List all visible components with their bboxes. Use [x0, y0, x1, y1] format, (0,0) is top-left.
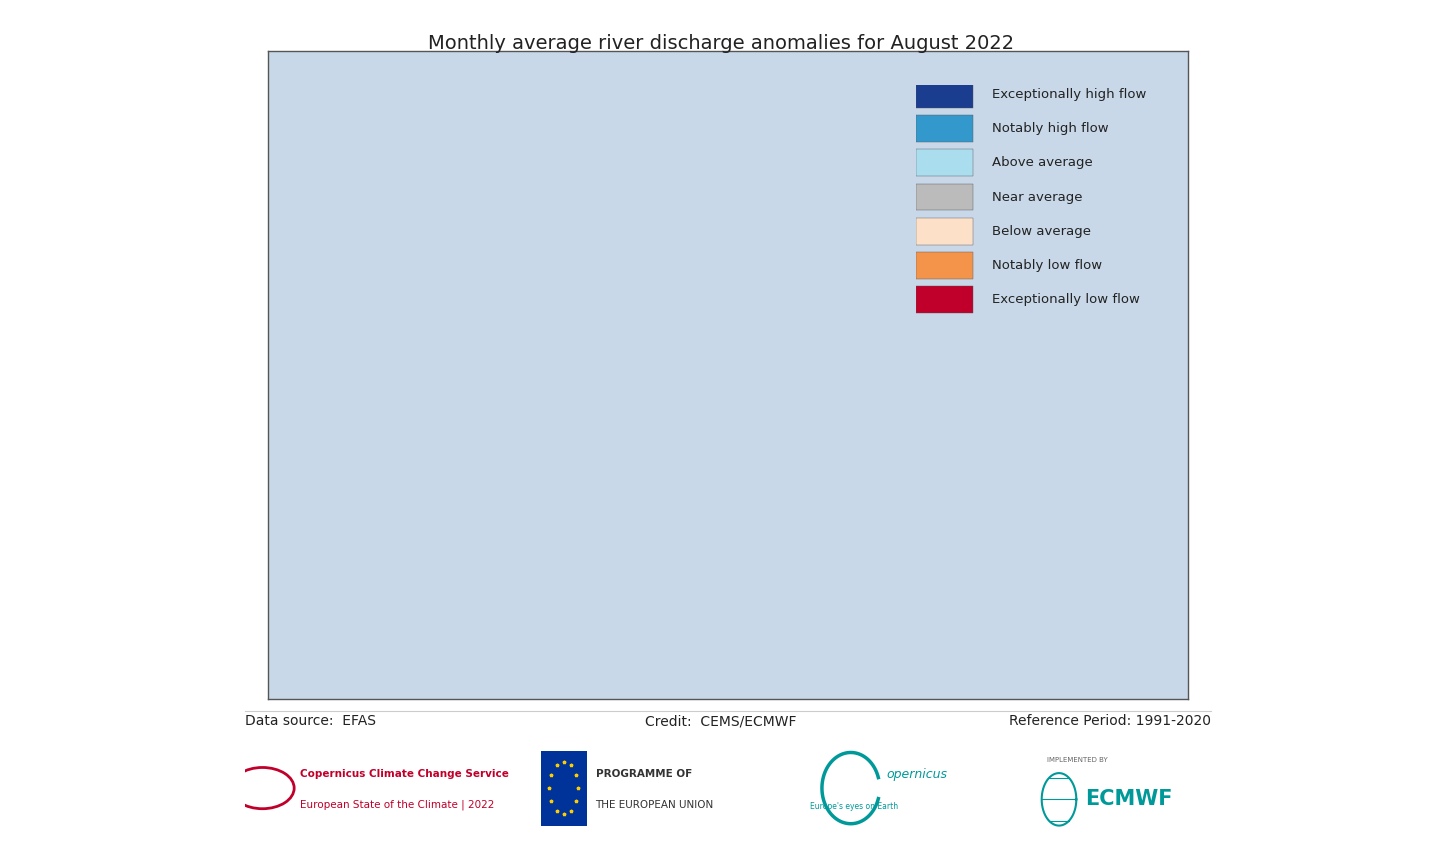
Text: Notably high flow: Notably high flow: [992, 122, 1109, 135]
Text: Reference Period: 1991-2020: Reference Period: 1991-2020: [1009, 715, 1211, 728]
Text: THE EUROPEAN UNION: THE EUROPEAN UNION: [596, 800, 714, 810]
Text: Credit:  CEMS/ECMWF: Credit: CEMS/ECMWF: [645, 715, 797, 728]
FancyBboxPatch shape: [916, 252, 973, 279]
FancyBboxPatch shape: [916, 81, 973, 107]
FancyBboxPatch shape: [916, 115, 973, 141]
Text: ECMWF: ECMWF: [1084, 789, 1172, 809]
Text: Notably low flow: Notably low flow: [992, 259, 1102, 272]
Text: Data source:  EFAS: Data source: EFAS: [245, 715, 376, 728]
Text: Exceptionally high flow: Exceptionally high flow: [992, 88, 1146, 101]
Text: Near average: Near average: [992, 191, 1083, 204]
FancyBboxPatch shape: [916, 218, 973, 245]
FancyBboxPatch shape: [541, 751, 587, 826]
FancyBboxPatch shape: [916, 149, 973, 176]
Text: IMPLEMENTED BY: IMPLEMENTED BY: [1047, 757, 1107, 763]
Text: European State of the Climate | 2022: European State of the Climate | 2022: [300, 800, 495, 810]
Text: Monthly average river discharge anomalies for August 2022: Monthly average river discharge anomalie…: [428, 34, 1014, 53]
Text: opernicus: opernicus: [887, 768, 947, 780]
Text: Below average: Below average: [992, 225, 1090, 238]
FancyBboxPatch shape: [916, 286, 973, 314]
Text: Above average: Above average: [992, 156, 1093, 170]
Text: Exceptionally low flow: Exceptionally low flow: [992, 293, 1139, 307]
Text: PROGRAMME OF: PROGRAMME OF: [596, 769, 692, 779]
FancyBboxPatch shape: [916, 184, 973, 210]
Text: Europe's eyes on Earth: Europe's eyes on Earth: [809, 803, 898, 811]
Text: Copernicus Climate Change Service: Copernicus Climate Change Service: [300, 769, 509, 779]
